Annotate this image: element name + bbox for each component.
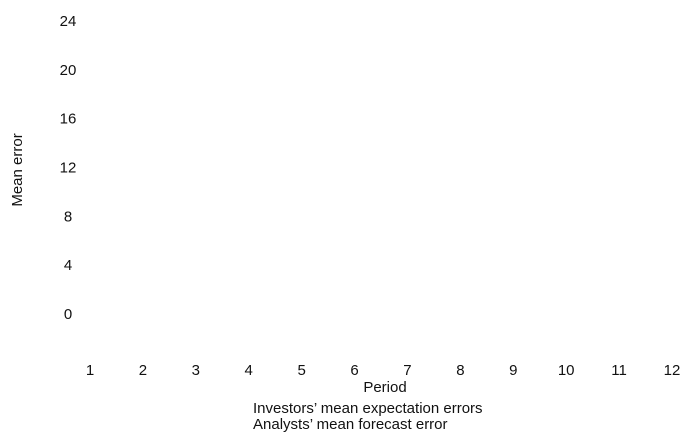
- x-tick-label: 4: [245, 362, 253, 379]
- y-tick-label: 20: [60, 62, 77, 79]
- x-tick-label: 3: [192, 362, 200, 379]
- x-tick-label: 9: [509, 362, 517, 379]
- x-tick-label: 2: [139, 362, 147, 379]
- y-tick-label: 12: [60, 159, 77, 176]
- y-tick-label: 24: [60, 13, 77, 30]
- y-axis-label: Mean error: [9, 133, 26, 206]
- legend-label: Analysts’ mean forecast error: [253, 416, 448, 433]
- y-tick-label: 16: [60, 111, 77, 128]
- x-tick-label: 5: [297, 362, 305, 379]
- x-tick-label: 7: [403, 362, 411, 379]
- y-tick-label: 4: [64, 257, 72, 274]
- x-tick-label: 6: [350, 362, 358, 379]
- y-tick-label: 0: [64, 306, 72, 323]
- x-tick-label: 10: [558, 362, 575, 379]
- x-tick-label: 1: [86, 362, 94, 379]
- x-tick-label: 8: [456, 362, 464, 379]
- legend-label: Investors’ mean expectation errors: [253, 400, 483, 417]
- x-axis-label: Period: [363, 379, 406, 396]
- x-tick-label: 12: [664, 362, 681, 379]
- y-tick-label: 8: [64, 208, 72, 225]
- x-tick-label: 11: [611, 362, 627, 379]
